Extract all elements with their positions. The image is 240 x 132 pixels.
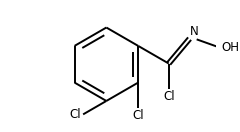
Text: Cl: Cl bbox=[69, 108, 81, 121]
Text: Cl: Cl bbox=[163, 90, 174, 103]
Text: OH: OH bbox=[221, 41, 239, 54]
Text: Cl: Cl bbox=[132, 109, 144, 122]
Text: N: N bbox=[190, 25, 199, 38]
